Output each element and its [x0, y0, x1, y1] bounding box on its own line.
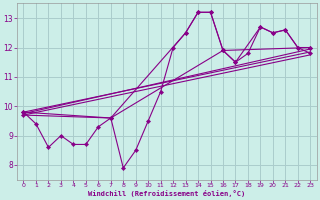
X-axis label: Windchill (Refroidissement éolien,°C): Windchill (Refroidissement éolien,°C) — [88, 190, 245, 197]
